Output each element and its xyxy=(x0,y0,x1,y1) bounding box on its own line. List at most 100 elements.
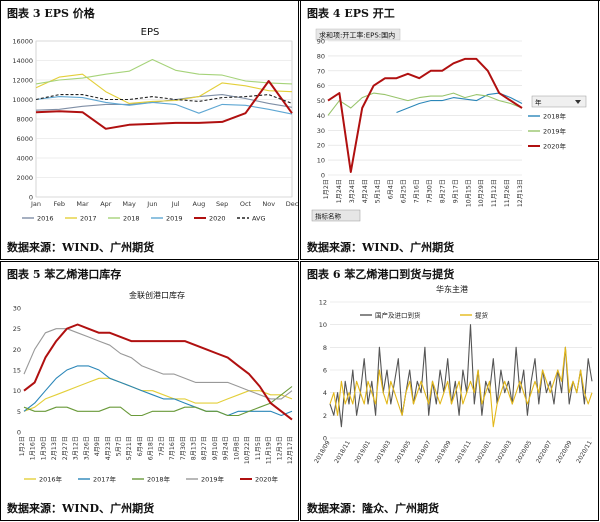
panel-source: 数据来源：WIND、广州期货 xyxy=(7,502,155,515)
panel-title: 图表 3 EPS 价格 xyxy=(7,7,95,20)
x-tick-label: 2019/09 xyxy=(434,439,453,464)
x-tick-label: 3月24日 xyxy=(349,179,356,203)
y-tick-label: 16000 xyxy=(12,38,33,46)
x-tick-label: 2019/11 xyxy=(454,439,473,464)
panel-styrene-inventory: 图表 5 苯乙烯港口库存 金联创港口库存 0 5 10 15 20 25 30 1月2日 1月16… xyxy=(0,261,299,521)
series-line-AVG xyxy=(35,94,293,104)
x-tick-label: 6月18日 xyxy=(148,436,155,460)
x-tick-label: 1月2日 xyxy=(19,436,26,456)
legend-label: 2017年 xyxy=(93,475,117,484)
x-tick-label: 5月7日 xyxy=(115,436,122,456)
series-line-2017年 xyxy=(23,365,293,417)
x-tick-label: 1月24日 xyxy=(336,179,343,203)
y-tick-label: 10 xyxy=(13,387,21,395)
x-tick-label: 2020/09 xyxy=(555,439,574,464)
field-button-box xyxy=(311,209,361,222)
x-tick-label: 6月4日 xyxy=(137,436,144,456)
x-tick-label: 4月24日 xyxy=(362,179,369,203)
y-tick-label: 50 xyxy=(317,97,325,105)
x-tick-label: Jun xyxy=(146,200,157,208)
x-tick-label: Aug xyxy=(193,200,206,208)
y-tick-label: 2 xyxy=(323,412,327,420)
year-filter-box xyxy=(531,95,587,108)
y-tick-label: 4000 xyxy=(16,155,33,163)
x-tick-label: Nov xyxy=(262,200,275,208)
x-tick-label: 2019/03 xyxy=(374,439,393,464)
x-tick-label: 4月23日 xyxy=(105,436,112,460)
x-tick-label: 9月10日 xyxy=(212,436,219,460)
x-tick-label: 7月16日 xyxy=(169,436,176,460)
x-tick-label: Apr xyxy=(100,200,112,208)
x-tick-label: 11月26日 xyxy=(504,179,511,207)
x-tick-label: 7月30日 xyxy=(180,436,187,460)
y-tick-label: 20 xyxy=(317,142,325,150)
pivot-title-box xyxy=(315,28,401,41)
x-tick-label: 7月16日 xyxy=(414,179,421,203)
legend-label: AVG xyxy=(252,215,266,223)
x-tick-label: 8月27日 xyxy=(439,179,446,203)
y-tick-label: 8 xyxy=(323,344,327,352)
x-tick-label: 11月12日 xyxy=(491,179,498,207)
x-tick-label: 10月29日 xyxy=(478,179,485,207)
x-tick-label: 12月17日 xyxy=(287,436,294,464)
legend-label: 国产及进口到货 xyxy=(375,311,421,320)
x-tick-label: 1月2日 xyxy=(323,179,330,199)
x-tick-label: 8月13日 xyxy=(191,436,198,460)
x-tick-label: 2019/05 xyxy=(394,439,413,464)
y-tick-label: 8000 xyxy=(16,116,33,124)
x-tick-label: 11月19日 xyxy=(266,436,273,464)
panel-source: 数据来源：WIND、广州期货 xyxy=(7,241,155,254)
y-tick-label: 2000 xyxy=(16,174,33,182)
x-tick-label: 6月4日 xyxy=(388,179,395,199)
legend-label: 2019年 xyxy=(201,475,225,484)
y-tick-label: 0 xyxy=(17,429,21,437)
x-tick-label: Jul xyxy=(171,200,180,208)
x-tick-label: 2018/11 xyxy=(333,439,352,464)
legend-label: 提货 xyxy=(475,311,489,320)
y-tick-label: 6 xyxy=(323,367,327,375)
x-tick-label: 5月14日 xyxy=(375,179,382,203)
x-tick-label: 9月24日 xyxy=(223,436,230,460)
legend-label: 2018年 xyxy=(543,112,567,121)
legend-label: 2017 xyxy=(80,215,97,223)
x-tick-label: 10月22日 xyxy=(244,436,251,464)
y-tick-label: 12000 xyxy=(12,77,33,85)
panel-title: 图表 4 EPS 开工 xyxy=(307,7,395,20)
field-button-label: 指标名称 xyxy=(315,212,342,221)
legend-label: 2020年 xyxy=(255,475,279,484)
x-tick-label: Jan xyxy=(30,200,41,208)
y-tick-label: 30 xyxy=(13,305,21,313)
eps-operating-chart: 求和项:开工率:EPS:国内 0 10 20 30 40 50 60 70 80 90 1月2日 1月2… xyxy=(311,28,587,222)
x-tick-label: Sep xyxy=(216,200,228,208)
y-tick-label: 20 xyxy=(13,346,21,354)
x-tick-label: 6月25日 xyxy=(401,179,408,203)
chart-title: 求和项:开工率:EPS:国内 xyxy=(319,31,395,40)
x-tick-label: Dec xyxy=(286,200,299,208)
y-tick-label: 0 xyxy=(321,172,325,180)
chevron-down-icon xyxy=(575,100,581,104)
x-tick-label: 3月26日 xyxy=(83,436,90,460)
y-tick-label: 15 xyxy=(13,367,21,375)
x-tick-label: 10月15日 xyxy=(465,179,472,207)
legend-label: 2020年 xyxy=(543,142,567,151)
chart-title: EPS xyxy=(141,27,160,38)
x-tick-label: 11月5日 xyxy=(255,436,262,460)
x-tick-label: 9月17日 xyxy=(452,179,459,203)
x-tick-label: 2月27日 xyxy=(62,436,69,460)
series-line-2018年 xyxy=(23,386,293,417)
legend-label: 2016 xyxy=(37,215,54,223)
panel-source: 数据来源：WIND、广州期货 xyxy=(307,241,455,254)
y-tick-label: 12 xyxy=(319,299,327,307)
series-line-2020年 xyxy=(23,323,293,421)
legend-label: 2018 xyxy=(123,215,140,223)
x-tick-label: 2020/11 xyxy=(575,439,594,464)
eps-price-chart: EPS 0 2000 4000 6000 8000 10000 12000 14000 16000… xyxy=(12,27,299,223)
x-tick-label: 12月3日 xyxy=(276,436,283,460)
x-tick-label: 1月16日 xyxy=(30,436,37,460)
panel-styrene-arrival: 图表 6 苯乙烯港口到货与提货 华东主港 0 2 4 6 8 10 12 2018/09 2018… xyxy=(300,261,599,521)
legend-label: 2018年 xyxy=(147,475,171,484)
series-line-2020年 xyxy=(327,57,523,173)
y-tick-label: 10 xyxy=(317,157,325,165)
